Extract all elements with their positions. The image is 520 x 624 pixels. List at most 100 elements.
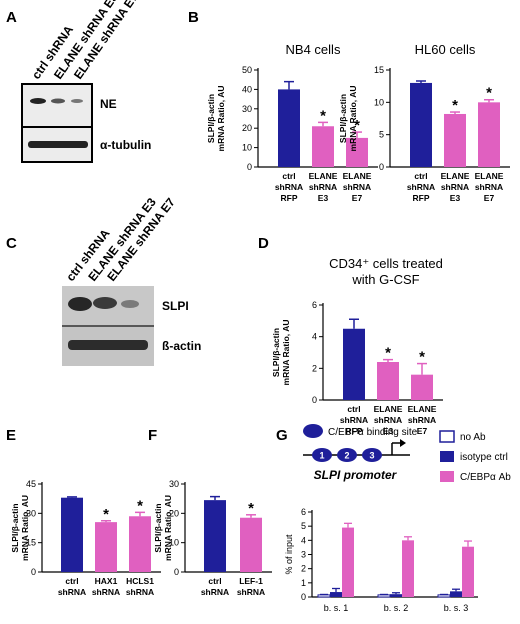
chart-b1-ytick-label-4: 40 bbox=[242, 84, 252, 94]
blot-c-band-actin bbox=[68, 340, 148, 350]
chart-g-ytick-label-2: 2 bbox=[301, 564, 306, 574]
chart-e-ytick-label-3: 45 bbox=[26, 479, 36, 489]
chart-b2-xtick-label-2-3: E3 bbox=[450, 193, 461, 203]
chart-b2-xtick-label-3-3: E7 bbox=[484, 193, 495, 203]
chart-g-bar-3-3 bbox=[462, 546, 474, 597]
chart-e-xtick-label-1-2: shRNA bbox=[58, 587, 86, 597]
chart-b2-xtick-label-2-1: ELANE bbox=[441, 171, 470, 181]
chart-b1-bar-1 bbox=[278, 89, 300, 167]
chart-f-xtick-label-2-1: LEF-1 bbox=[239, 576, 263, 586]
panel-letter-f: F bbox=[148, 427, 157, 444]
chart-b2-xtick-label-3-1: ELANE bbox=[475, 171, 504, 181]
chart-g-ytick-label-0: 0 bbox=[301, 592, 306, 602]
blot-a-label-ne: NE bbox=[100, 97, 117, 111]
chart-b1-ytick-label-0: 0 bbox=[247, 162, 252, 172]
binding-site-legend-label: C/EBPα binding site bbox=[328, 427, 418, 438]
chart-g-bar-1-2 bbox=[330, 592, 342, 597]
chart-f-ytick-label-0: 0 bbox=[174, 567, 179, 577]
blot-a-lanes: ctrl shRNA ELANE shRNA E3 ELANE shRNA E7 bbox=[29, 0, 141, 82]
chart-b2-significance-2: * bbox=[452, 97, 458, 114]
chart-b1-xtick-label-2-3: E3 bbox=[318, 193, 329, 203]
chart-b2-bar-1 bbox=[410, 82, 432, 167]
chart-b1-significance-2: * bbox=[320, 107, 326, 124]
chart-g-ytick-label-6: 6 bbox=[301, 507, 306, 517]
chart-d-title-line-1: CD34⁺ cells treated bbox=[329, 256, 443, 271]
chart-b1-xtick-label-1-1: ctrl bbox=[282, 171, 295, 181]
chart-d-bar-1 bbox=[343, 328, 365, 400]
chart-d-significance-2: * bbox=[385, 345, 391, 362]
chart-g-ytick-label-3: 3 bbox=[301, 550, 306, 560]
chart-f-ytick-label-3: 30 bbox=[169, 479, 179, 489]
chart-g-xtick-label-3: b. s. 3 bbox=[444, 603, 469, 613]
blot-c-band-slpi-1 bbox=[68, 297, 92, 311]
chart-b2-ytick-label-1: 5 bbox=[379, 130, 384, 140]
chart-e-xtick-label-2-1: HAX1 bbox=[95, 576, 118, 586]
binding-site-2-number: 2 bbox=[344, 451, 349, 461]
blot-a-band-tubulin bbox=[28, 141, 88, 148]
chart-b2-bar-2 bbox=[444, 113, 466, 167]
chart-g-ytick-label-4: 4 bbox=[301, 535, 306, 545]
chart-f-ytick-label-1: 10 bbox=[169, 538, 179, 548]
chart-d-xtick-label-3-3: E7 bbox=[417, 426, 428, 436]
chart-d-xtick-label-2-3: E3 bbox=[383, 426, 394, 436]
blot-a-band-ne-1 bbox=[30, 98, 46, 104]
chart-e-bar-3 bbox=[129, 516, 151, 572]
chart-d-ytick-label-2: 4 bbox=[312, 332, 317, 342]
chart-b1-ytick-label-3: 30 bbox=[242, 104, 252, 114]
chart-b2-xtick-label-1-3: RFP bbox=[413, 193, 430, 203]
chart-d-xtick-label-3-2: shRNA bbox=[408, 415, 436, 425]
chart-g-xtick-label-1: b. s. 1 bbox=[324, 603, 349, 613]
binding-site-3 bbox=[362, 448, 382, 462]
blot-c-image bbox=[62, 286, 154, 366]
chart-g-ytick-label-5: 5 bbox=[301, 521, 306, 531]
blot-c-band-slpi-3 bbox=[121, 300, 139, 308]
chart-d-xtick-label-1-2: shRNA bbox=[340, 415, 368, 425]
legend-swatch-cebpa bbox=[440, 471, 454, 482]
chart-e-ylabel-line-1: SLPI/β-actin bbox=[10, 503, 20, 552]
chart-d-ytick-label-0: 0 bbox=[312, 395, 317, 405]
chart-f-ytick-label-2: 20 bbox=[169, 508, 179, 518]
chart-b1-xtick-label-2-1: ELANE bbox=[309, 171, 338, 181]
chart-e-significance-3: * bbox=[137, 497, 143, 514]
binding-site-1 bbox=[312, 448, 332, 462]
chart-b2-bar-3 bbox=[478, 102, 500, 167]
chart-e-bar-1 bbox=[61, 497, 83, 572]
chart-d-bar-3 bbox=[411, 374, 433, 400]
chart-b2-title: HL60 cells bbox=[415, 42, 476, 57]
blot-a-label-tubulin: α-tubulin bbox=[100, 138, 151, 152]
chart-d-xtick-label-1-3: RFP bbox=[346, 426, 363, 436]
chart-e-bar-2 bbox=[95, 522, 117, 572]
chart-b2-ytick-label-2: 10 bbox=[374, 97, 384, 107]
chart-f-bar-1 bbox=[204, 500, 226, 572]
legend-label-cebpa: C/EBPα Ab bbox=[460, 472, 511, 483]
chart-g-ylabel: % of input bbox=[284, 534, 294, 575]
chart-e-ylabel-line-2: mRNA Ratio, AU bbox=[20, 495, 30, 561]
blot-a-band-ne-3 bbox=[71, 99, 83, 103]
chart-e-ytick-label-1: 15 bbox=[26, 538, 36, 548]
blot-a-band-ne-2 bbox=[51, 98, 65, 104]
panel-letter-c: C bbox=[6, 235, 17, 252]
blot-c-lanes: ctrl shRNA ELANE shRNA E3 ELANE shRNA E7 bbox=[63, 195, 178, 284]
legend-swatch-no-ab bbox=[439, 430, 455, 443]
chart-b2-xtick-label-1-2: shRNA bbox=[407, 182, 435, 192]
chart-d-ylabel-line-1: SLPI/β-actin bbox=[271, 328, 281, 377]
chart-d-xtick-label-2-1: ELANE bbox=[374, 404, 403, 414]
blot-c-band-slpi-2 bbox=[93, 297, 117, 309]
chart-b2-ytick-label-0: 0 bbox=[379, 162, 384, 172]
chart-b2-xtick-label-1-1: ctrl bbox=[414, 171, 427, 181]
blot-c-label-actin: ß-actin bbox=[162, 339, 201, 353]
promoter-label: SLPI promoter bbox=[314, 468, 398, 482]
chart-b1-ytick-label-1: 10 bbox=[242, 143, 252, 153]
chart-e-ytick-label-0: 0 bbox=[31, 567, 36, 577]
chart-b2-xtick-label-3-2: shRNA bbox=[475, 182, 503, 192]
binding-site-1-number: 1 bbox=[319, 451, 324, 461]
legend-label-isotype: isotype ctrl bbox=[460, 452, 508, 463]
chart-b1-ylabel-line-1: SLPI/β-actin bbox=[206, 94, 216, 143]
chart-e-xtick-label-1-1: ctrl bbox=[65, 576, 78, 586]
chart-b1-ytick-label-2: 20 bbox=[242, 123, 252, 133]
chart-b-hl60: HL60 cells 0 5 10 15 SLPI/β-actin mRNA Ratio, … bbox=[338, 42, 510, 203]
blot-c-label-slpi: SLPI bbox=[162, 299, 189, 313]
chart-b1-bar-2 bbox=[312, 126, 334, 167]
panel-letter-b: B bbox=[188, 9, 199, 26]
